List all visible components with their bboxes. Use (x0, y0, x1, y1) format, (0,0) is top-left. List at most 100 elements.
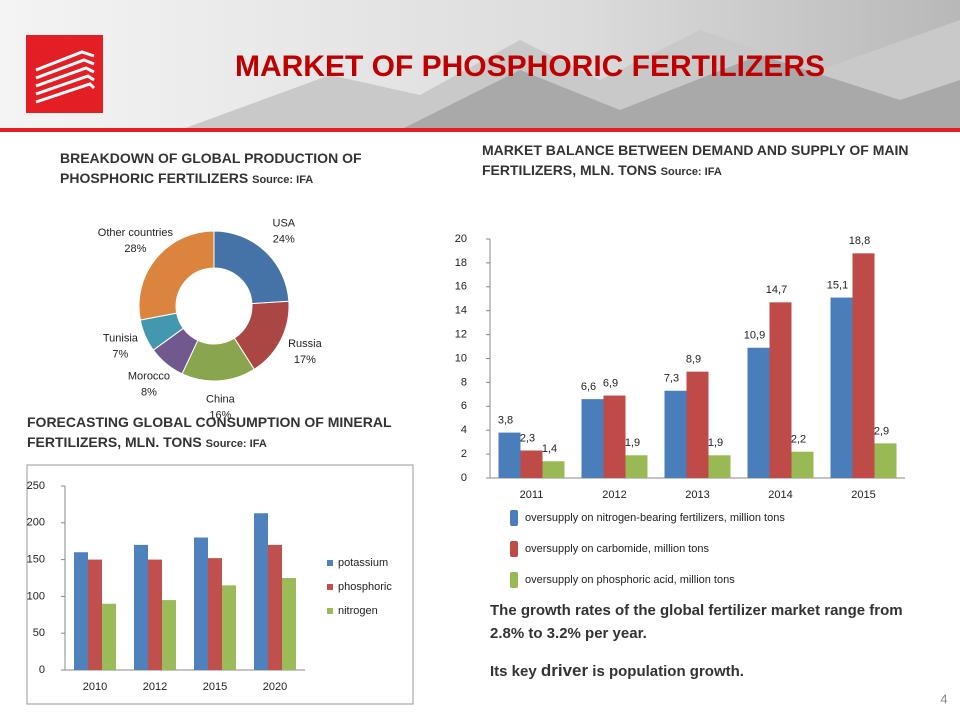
bar (708, 455, 731, 478)
note-emphasis: driver (540, 661, 589, 680)
y-tick-label: 18 (455, 257, 467, 269)
value-label: 2,9 (874, 425, 889, 437)
bar (791, 451, 814, 478)
y-tick-label: 2 (461, 448, 467, 460)
y-tick-label: 0 (461, 472, 467, 484)
legend-label: phosphoric (338, 581, 392, 593)
mountains (400, 55, 960, 130)
bar (686, 371, 709, 478)
y-tick-label: 6 (461, 400, 467, 412)
y-tick-label: 200 (27, 517, 45, 529)
slice-label: Russia (288, 338, 323, 350)
legend-swatch (327, 608, 333, 614)
legend-label: potassium (338, 557, 388, 569)
legend-label: nitrogen (338, 605, 378, 617)
bar (769, 302, 792, 478)
value-label: 7,3 (664, 373, 679, 385)
slice-value-label: 28% (124, 243, 146, 255)
value-label: 2,3 (520, 432, 535, 444)
x-tick-label: 2020 (263, 681, 287, 693)
y-tick-label: 16 (455, 281, 467, 293)
x-tick-label: 2013 (685, 489, 709, 501)
y-tick-label: 0 (39, 664, 45, 676)
slice-value-label: 16% (209, 410, 231, 422)
legend-label: oversupply on phosphoric acid, million t… (525, 574, 735, 586)
chart-title: BREAKDOWN OF GLOBAL PRODUCTION OF PHOSPH… (60, 148, 420, 190)
donut-slice (138, 230, 215, 321)
chart-frame (26, 464, 414, 705)
y-tick-label: 8 (461, 376, 467, 388)
bar (134, 544, 148, 670)
bar (254, 513, 268, 670)
bar (581, 399, 604, 478)
slice-value-label: 8% (141, 386, 157, 398)
slide-title: MARKET OF PHOSPHORIC FERTILIZERS (235, 50, 825, 83)
y-tick-label: 250 (27, 480, 45, 492)
bar (208, 558, 222, 670)
y-tick-label: 50 (33, 627, 45, 639)
bar (852, 253, 875, 478)
header-rule (0, 128, 960, 132)
bar (874, 443, 897, 478)
slice-label: Other countries (98, 227, 174, 239)
logo-mark (35, 50, 96, 104)
y-tick-label: 100 (27, 590, 45, 602)
value-label: 10,9 (744, 330, 765, 342)
bar (148, 559, 162, 670)
legend-swatch (510, 541, 518, 557)
slice-value-label: 24% (273, 234, 295, 246)
legend-swatch (510, 510, 518, 526)
value-label: 2,2 (791, 434, 806, 446)
y-tick-label: 12 (455, 329, 467, 341)
y-tick-label: 20 (455, 233, 467, 245)
value-label: 1,9 (708, 437, 723, 449)
value-label: 1,4 (542, 443, 557, 455)
x-tick-label: 2015 (203, 681, 227, 693)
source: Source: IFA (660, 166, 722, 178)
x-tick-label: 2012 (143, 681, 167, 693)
y-tick-label: 10 (455, 352, 467, 364)
slice-label: China (206, 394, 236, 406)
chart-title: MARKET BALANCE BETWEEN DEMAND AND SUPPLY… (482, 140, 932, 182)
bar (162, 600, 176, 670)
title-text: MARKET BALANCE BETWEEN DEMAND AND SUPPLY… (482, 142, 909, 178)
value-label: 6,6 (581, 381, 596, 393)
bar (664, 390, 687, 478)
bar (74, 552, 88, 670)
note: The growth rates of the global fertilize… (490, 602, 903, 642)
value-label: 1,9 (625, 437, 640, 449)
y-tick-label: 4 (461, 424, 467, 436)
value-label: 6,9 (603, 377, 618, 389)
x-tick-label: 2015 (851, 489, 875, 501)
x-tick-label: 2012 (602, 489, 626, 501)
bar (222, 585, 236, 670)
y-tick-label: 150 (27, 554, 45, 566)
legend-label: oversupply on nitrogen-bearing fertilize… (525, 512, 785, 524)
title-text: BREAKDOWN OF GLOBAL PRODUCTION OF PHOSPH… (60, 150, 362, 186)
bar (603, 395, 626, 478)
value-label: 14,7 (766, 284, 787, 296)
title-text: FORECASTING GLOBAL CONSUMPTION OF MINERA… (27, 414, 392, 450)
legend-label: oversupply on carbomide, million tons (525, 543, 710, 555)
value-label: 8,9 (686, 354, 701, 366)
bar (830, 297, 853, 478)
x-tick-label: 2011 (520, 489, 544, 501)
bar (282, 578, 296, 670)
bar (102, 603, 116, 670)
bar (625, 455, 648, 478)
legend-swatch (327, 560, 333, 566)
legend-swatch (510, 572, 518, 588)
page-number: 4 (940, 691, 947, 706)
bar (747, 347, 770, 478)
x-tick-label: 2010 (83, 681, 107, 693)
slice-value-label: 7% (112, 348, 128, 360)
slice-value-label: 17% (294, 354, 316, 366)
slice-label: Tunisia (103, 332, 139, 344)
slice-label: USA (273, 218, 296, 230)
bar (520, 450, 543, 478)
value-label: 18,8 (849, 235, 870, 247)
value-label: 15,1 (827, 279, 848, 291)
bar (542, 461, 565, 478)
